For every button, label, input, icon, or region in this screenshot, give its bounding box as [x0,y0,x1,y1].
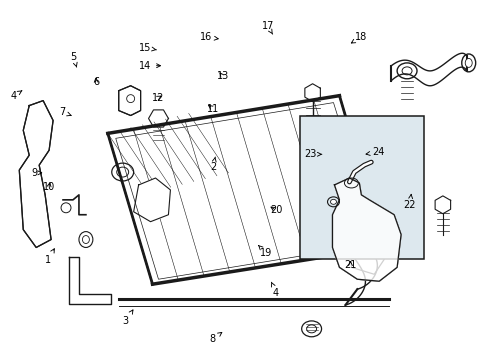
Text: 6: 6 [93,77,99,87]
Polygon shape [351,243,384,274]
Polygon shape [332,178,400,281]
Text: 20: 20 [269,205,282,215]
Polygon shape [384,155,413,188]
Text: 12: 12 [151,93,164,103]
Text: 18: 18 [351,32,366,43]
Text: 5: 5 [70,52,77,67]
Text: 9: 9 [31,168,41,178]
Text: 23: 23 [304,149,321,159]
Text: 16: 16 [199,32,218,42]
FancyBboxPatch shape [300,116,424,258]
Polygon shape [119,86,141,116]
Text: 15: 15 [139,43,156,53]
Polygon shape [19,100,53,247]
Text: 17: 17 [261,21,273,34]
Text: 2: 2 [209,157,216,172]
Polygon shape [304,84,320,102]
Text: 13: 13 [216,71,228,81]
Text: 8: 8 [209,332,222,344]
Text: 4: 4 [10,91,22,101]
Ellipse shape [330,199,336,204]
Text: 3: 3 [122,310,133,326]
Text: 21: 21 [344,260,356,270]
Ellipse shape [332,231,341,238]
Ellipse shape [464,58,471,67]
Polygon shape [133,178,170,222]
Text: 24: 24 [365,147,384,157]
Polygon shape [434,196,450,214]
Text: 19: 19 [258,246,272,258]
Text: 4: 4 [271,282,279,297]
Text: 14: 14 [139,61,160,71]
Text: 10: 10 [43,182,55,192]
Text: 22: 22 [403,194,415,210]
Polygon shape [322,138,368,175]
Polygon shape [69,257,111,304]
Text: 7: 7 [59,107,71,117]
Text: 1: 1 [44,249,54,265]
Text: 11: 11 [206,104,219,113]
